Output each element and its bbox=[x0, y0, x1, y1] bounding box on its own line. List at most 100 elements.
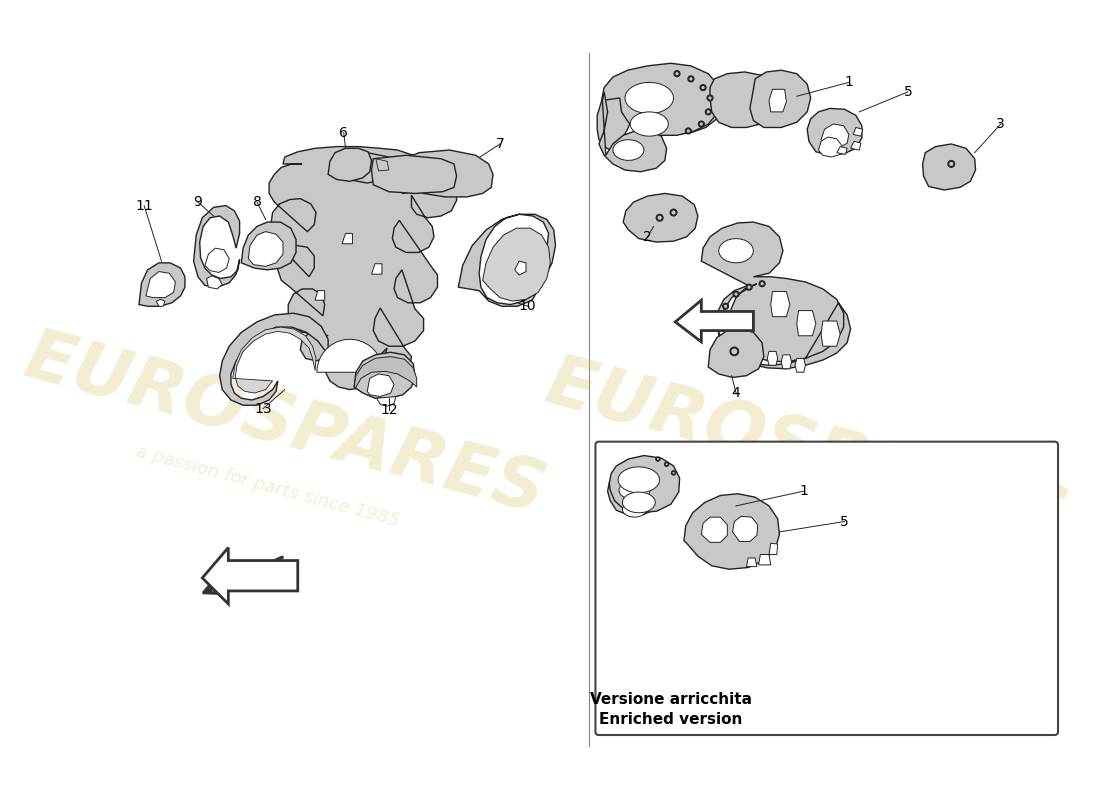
Circle shape bbox=[698, 121, 704, 127]
Circle shape bbox=[674, 70, 680, 77]
Circle shape bbox=[700, 85, 706, 90]
Circle shape bbox=[657, 214, 663, 222]
Polygon shape bbox=[750, 70, 811, 127]
Text: a passion for parts since 1985: a passion for parts since 1985 bbox=[134, 443, 402, 530]
Circle shape bbox=[724, 304, 728, 309]
Text: EUROSPARES: EUROSPARES bbox=[538, 350, 1074, 554]
Circle shape bbox=[671, 470, 675, 475]
Circle shape bbox=[716, 318, 720, 322]
Text: Enriched version: Enriched version bbox=[600, 712, 742, 727]
Text: 9: 9 bbox=[194, 195, 202, 209]
Polygon shape bbox=[342, 234, 352, 244]
Circle shape bbox=[689, 77, 693, 81]
Circle shape bbox=[948, 161, 955, 167]
Polygon shape bbox=[702, 222, 850, 369]
Circle shape bbox=[657, 215, 662, 220]
Circle shape bbox=[671, 210, 676, 215]
Text: 1: 1 bbox=[800, 484, 808, 498]
Circle shape bbox=[730, 348, 738, 355]
Polygon shape bbox=[623, 492, 656, 513]
Text: 13: 13 bbox=[254, 402, 272, 416]
Text: 1: 1 bbox=[845, 75, 854, 90]
Polygon shape bbox=[618, 467, 660, 493]
Polygon shape bbox=[194, 206, 240, 287]
Polygon shape bbox=[619, 481, 650, 500]
Polygon shape bbox=[624, 194, 697, 242]
Circle shape bbox=[686, 129, 691, 133]
Polygon shape bbox=[146, 271, 175, 298]
Polygon shape bbox=[768, 351, 778, 366]
Circle shape bbox=[948, 162, 954, 166]
Polygon shape bbox=[613, 140, 644, 161]
Polygon shape bbox=[818, 137, 842, 157]
Circle shape bbox=[705, 109, 712, 115]
Circle shape bbox=[746, 284, 752, 290]
Circle shape bbox=[734, 292, 738, 296]
Polygon shape bbox=[630, 112, 669, 136]
Polygon shape bbox=[376, 397, 396, 406]
Polygon shape bbox=[625, 82, 673, 114]
Circle shape bbox=[657, 458, 660, 461]
Text: Versione arricchita: Versione arricchita bbox=[590, 692, 752, 707]
Text: 10: 10 bbox=[519, 299, 537, 314]
Polygon shape bbox=[139, 263, 185, 306]
Circle shape bbox=[688, 76, 694, 82]
Polygon shape bbox=[367, 374, 394, 397]
Polygon shape bbox=[328, 148, 372, 182]
Polygon shape bbox=[607, 470, 664, 515]
Polygon shape bbox=[315, 290, 324, 300]
Circle shape bbox=[675, 71, 679, 76]
Polygon shape bbox=[376, 158, 389, 171]
Polygon shape bbox=[354, 357, 417, 387]
Circle shape bbox=[760, 282, 764, 286]
Polygon shape bbox=[205, 248, 229, 273]
Circle shape bbox=[707, 95, 713, 101]
Polygon shape bbox=[339, 153, 390, 183]
Polygon shape bbox=[270, 146, 456, 390]
Polygon shape bbox=[317, 339, 383, 372]
Text: 12: 12 bbox=[381, 403, 398, 418]
Polygon shape bbox=[795, 358, 805, 372]
Polygon shape bbox=[837, 146, 847, 154]
Polygon shape bbox=[718, 81, 763, 124]
Polygon shape bbox=[609, 455, 680, 513]
Polygon shape bbox=[598, 92, 667, 172]
Polygon shape bbox=[354, 352, 415, 398]
Polygon shape bbox=[372, 155, 456, 194]
Polygon shape bbox=[854, 127, 862, 136]
Text: EUROSPARES: EUROSPARES bbox=[16, 323, 552, 529]
Polygon shape bbox=[220, 314, 328, 406]
Polygon shape bbox=[207, 276, 222, 289]
FancyBboxPatch shape bbox=[595, 442, 1058, 735]
Polygon shape bbox=[702, 517, 727, 542]
Polygon shape bbox=[710, 72, 781, 127]
Circle shape bbox=[759, 281, 766, 286]
Text: 6: 6 bbox=[339, 126, 349, 140]
Polygon shape bbox=[602, 63, 720, 135]
Polygon shape bbox=[807, 108, 862, 155]
Circle shape bbox=[701, 86, 705, 90]
Circle shape bbox=[670, 209, 676, 216]
Text: 7: 7 bbox=[496, 137, 505, 151]
Polygon shape bbox=[623, 502, 647, 517]
Polygon shape bbox=[769, 543, 778, 554]
Circle shape bbox=[716, 317, 722, 323]
Text: a passion for parts since 1985: a passion for parts since 1985 bbox=[663, 469, 931, 557]
Polygon shape bbox=[923, 144, 976, 190]
Circle shape bbox=[700, 122, 704, 126]
Polygon shape bbox=[156, 299, 165, 306]
Polygon shape bbox=[249, 232, 283, 266]
Polygon shape bbox=[483, 228, 550, 301]
Circle shape bbox=[685, 128, 691, 134]
Text: 11: 11 bbox=[135, 198, 153, 213]
Circle shape bbox=[707, 96, 712, 100]
Circle shape bbox=[706, 110, 711, 114]
Polygon shape bbox=[771, 291, 790, 317]
Circle shape bbox=[666, 462, 668, 466]
Polygon shape bbox=[675, 300, 754, 342]
Text: 2: 2 bbox=[644, 230, 652, 244]
Polygon shape bbox=[850, 142, 861, 150]
Polygon shape bbox=[821, 321, 840, 346]
Polygon shape bbox=[684, 494, 780, 570]
Circle shape bbox=[733, 291, 739, 297]
